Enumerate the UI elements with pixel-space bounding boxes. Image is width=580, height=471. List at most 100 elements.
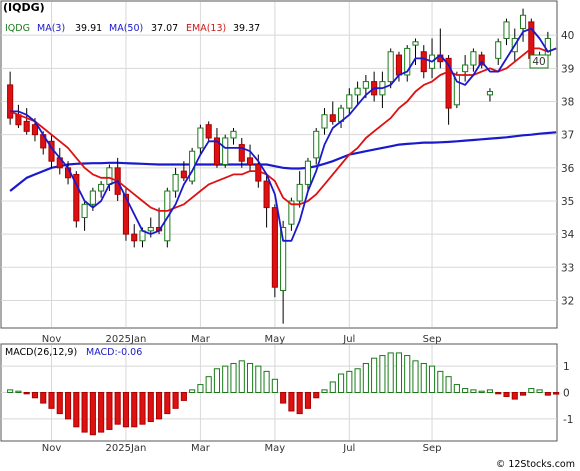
macd-bar-negative <box>495 392 502 395</box>
macd-bar-negative <box>313 392 320 399</box>
candle-up-body <box>106 167 113 185</box>
candle <box>420 45 427 79</box>
macd-bar-positive <box>321 389 328 394</box>
candle-down-body <box>238 144 245 162</box>
candle-up-body <box>387 51 394 83</box>
candle <box>98 181 105 198</box>
candle <box>387 48 394 89</box>
legend-ma3-label: MA(3) <box>37 23 65 34</box>
candle <box>205 121 212 142</box>
candle-up-body <box>222 137 229 166</box>
candle <box>238 137 245 168</box>
macd-bar-positive <box>346 370 353 393</box>
candle-down-body <box>122 193 130 235</box>
candle-up-body <box>98 183 105 192</box>
x-tick-label: Nov <box>42 334 62 345</box>
y-tick-label: 38 <box>561 96 574 108</box>
candle-down-body <box>7 84 14 119</box>
price-x-axis: Nov 2025Jan Mar May Jul Sep <box>42 334 442 345</box>
candle-down-body <box>395 54 403 76</box>
candle <box>503 18 510 46</box>
candle <box>329 101 336 125</box>
x-tick-label: May <box>265 334 286 345</box>
macd-bar-positive <box>453 384 460 394</box>
candle-down-body <box>131 233 138 242</box>
candlestick-series <box>7 8 551 324</box>
macd-x-tick-label: 2025Jan <box>106 443 147 454</box>
macd-bar-positive <box>222 365 229 394</box>
candle <box>462 55 469 82</box>
macd-bar-positive <box>205 376 212 393</box>
y-tick-label: 39 <box>561 63 574 75</box>
macd-bar-positive <box>428 365 436 394</box>
macd-bar-negative <box>23 392 30 395</box>
candle-up-body <box>519 14 527 30</box>
candle-down-body <box>271 207 278 288</box>
macd-bar-negative <box>288 392 295 412</box>
macd-bar-negative <box>131 392 138 428</box>
legend-ma3-value: 39.91 <box>75 23 102 34</box>
macd-bar-positive <box>354 368 361 393</box>
candle-up-body <box>486 91 494 96</box>
candle-up-body <box>354 87 361 96</box>
macd-bar-positive <box>255 365 262 394</box>
candle <box>470 48 477 72</box>
y-tick-label: 37 <box>561 130 574 142</box>
macd-bar-positive <box>470 389 477 394</box>
chart-title: (IQDG) <box>3 1 45 14</box>
footer-credit: © 12Stocks.com <box>496 459 575 470</box>
macd-bar-negative <box>304 392 312 409</box>
candle-up-body <box>495 41 502 59</box>
candle-up-body <box>404 47 411 76</box>
macd-bar-positive <box>238 360 245 394</box>
macd-bar-negative <box>106 392 113 430</box>
macd-x-tick-label: May <box>265 443 286 454</box>
macd-bar-negative <box>147 392 154 423</box>
candle-up-body <box>313 130 320 159</box>
candle <box>73 171 80 228</box>
macd-bar-positive <box>420 362 427 394</box>
macd-bar-positive <box>462 388 469 393</box>
macd-legend-label: MACD(26,12,9) <box>5 347 77 358</box>
macd-x-tick-label: Nov <box>42 443 62 454</box>
x-tick-label: 2025Jan <box>106 334 147 345</box>
macd-bar-positive <box>230 362 237 394</box>
macd-bar-positive <box>412 360 419 394</box>
candle-up-body <box>172 173 179 192</box>
candle-down-body <box>23 120 30 132</box>
candle <box>519 8 527 42</box>
candle-up-body <box>321 114 328 129</box>
candle-down-body <box>31 124 39 136</box>
price-y-axis: 32 33 34 35 36 37 38 39 40 <box>561 30 575 307</box>
legend-symbol: IQDG <box>5 23 30 34</box>
macd-x-tick-label: Jul <box>342 443 355 454</box>
candle-down-body <box>73 173 80 222</box>
macd-bar-positive <box>329 381 336 394</box>
macd-bar-positive <box>437 370 444 393</box>
candle-up-body <box>280 227 287 292</box>
legend-ema13-label: EMA(13) <box>186 23 226 34</box>
candle <box>304 157 312 192</box>
macd-y-tick-label: -1 <box>563 414 573 426</box>
y-tick-label: 40 <box>561 30 574 42</box>
candle <box>478 51 485 69</box>
macd-bar-negative <box>139 392 146 425</box>
macd-bar-positive <box>486 389 494 394</box>
x-tick-label: Jul <box>342 334 355 345</box>
candle-down-body <box>445 57 452 109</box>
x-tick-label: Mar <box>191 334 211 345</box>
macd-bar-negative <box>544 392 551 396</box>
macd-y-tick-label: 0 <box>563 388 570 400</box>
candle <box>263 174 270 228</box>
candle-up-body <box>89 190 96 205</box>
ma50-line <box>9 131 557 192</box>
macd-bar-negative <box>122 392 130 428</box>
last-price-box <box>529 54 549 69</box>
macd-x-tick-label: Mar <box>191 443 211 454</box>
macd-bar-negative <box>114 392 121 425</box>
ma3-line <box>10 27 557 242</box>
candle-up-body <box>346 94 353 109</box>
macd-y-tick-label: 1 <box>563 361 570 373</box>
candle <box>313 128 320 165</box>
candle <box>81 200 88 231</box>
